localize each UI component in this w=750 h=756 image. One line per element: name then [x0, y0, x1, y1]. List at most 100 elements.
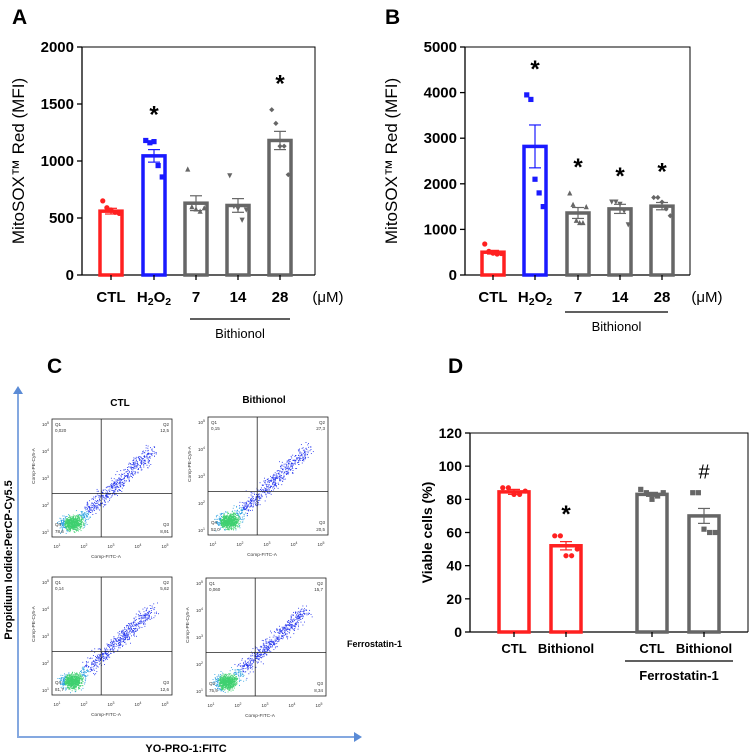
event-dot — [88, 670, 90, 672]
event-dot — [125, 633, 127, 635]
event-dot — [72, 688, 73, 689]
event-dot — [137, 624, 139, 626]
event-dot — [62, 684, 64, 685]
event-dot — [85, 520, 87, 522]
event-dot — [264, 500, 266, 502]
event-dot — [68, 519, 70, 521]
event-dot — [242, 508, 244, 510]
event-dot — [69, 516, 70, 518]
event-dot — [298, 607, 300, 609]
event-dot — [240, 671, 242, 672]
event-dot — [126, 629, 128, 631]
event-dot — [63, 680, 65, 682]
event-dot — [225, 517, 227, 519]
event-dot — [82, 513, 84, 515]
event-dot — [69, 527, 71, 529]
event-dot — [62, 679, 64, 681]
event-dot — [130, 466, 132, 468]
event-dot — [229, 518, 231, 520]
event-dot — [101, 495, 103, 497]
scatter-plot: Q10,14Q25,62Q312,6Q481,71011011021021031… — [31, 576, 173, 718]
quadrant-value: 52,0 — [211, 527, 220, 532]
x-tick-label: 101 — [54, 543, 61, 549]
event-dot — [140, 613, 142, 615]
event-dot — [255, 504, 256, 505]
event-dot — [122, 630, 124, 632]
event-dot — [68, 680, 70, 681]
data-point — [643, 490, 649, 496]
event-dot — [75, 677, 77, 678]
event-dot — [107, 501, 109, 503]
event-dot — [138, 457, 140, 459]
event-dot — [147, 445, 149, 447]
event-dot — [143, 617, 144, 619]
event-dot — [68, 676, 70, 678]
event-dot — [104, 647, 106, 649]
event-dot — [79, 514, 81, 516]
event-dot — [123, 483, 125, 484]
event-dot — [119, 479, 121, 481]
event-dot — [235, 518, 237, 520]
event-dot — [63, 521, 65, 523]
event-dot — [147, 462, 149, 463]
event-dot — [297, 612, 299, 614]
event-dot — [75, 684, 77, 686]
event-dot — [246, 504, 248, 506]
data-point — [573, 217, 579, 223]
event-dot — [72, 521, 74, 523]
event-dot — [219, 519, 221, 521]
tick-exponent: 2 — [86, 701, 88, 705]
event-dot — [124, 636, 126, 638]
data-point — [528, 96, 534, 103]
event-dot — [77, 522, 79, 523]
event-dot — [138, 622, 140, 624]
event-dot — [75, 522, 76, 524]
event-dot — [298, 459, 300, 461]
event-dot — [142, 450, 144, 452]
event-dot — [285, 628, 287, 630]
event-dot — [300, 444, 302, 446]
data-point — [185, 166, 191, 172]
event-dot — [147, 453, 149, 455]
event-dot — [286, 466, 288, 468]
event-dot — [108, 654, 110, 656]
event-dot — [227, 522, 229, 524]
event-dot — [84, 675, 86, 677]
event-dot — [139, 465, 141, 466]
event-dot — [228, 517, 230, 519]
event-dot — [279, 470, 281, 472]
event-dot — [62, 526, 64, 528]
event-dot — [107, 496, 109, 498]
event-dot — [74, 675, 75, 677]
event-dot — [79, 674, 81, 676]
event-dot — [154, 446, 156, 448]
event-dot — [71, 676, 73, 678]
event-dot — [104, 500, 106, 502]
event-dot — [245, 512, 247, 514]
event-dot — [260, 645, 262, 647]
event-dot — [113, 485, 115, 487]
event-dot — [105, 494, 107, 496]
event-dot — [65, 683, 67, 685]
event-dot — [68, 675, 70, 677]
y-tick-label: 102 — [42, 660, 49, 666]
event-dot — [82, 685, 84, 687]
event-dot — [260, 495, 262, 497]
event-dot — [114, 494, 116, 496]
event-dot — [120, 638, 122, 639]
event-dot — [106, 496, 108, 498]
event-dot — [67, 523, 69, 525]
event-dot — [124, 468, 126, 470]
event-dot — [70, 676, 72, 678]
event-dot — [66, 676, 68, 678]
event-dot — [72, 677, 74, 679]
event-dot — [119, 638, 121, 640]
event-dot — [87, 513, 89, 515]
event-dot — [111, 644, 112, 646]
event-dot — [216, 676, 218, 678]
event-dot — [219, 518, 221, 520]
event-dot — [79, 518, 81, 520]
event-dot — [248, 505, 250, 507]
event-dot — [82, 514, 84, 516]
